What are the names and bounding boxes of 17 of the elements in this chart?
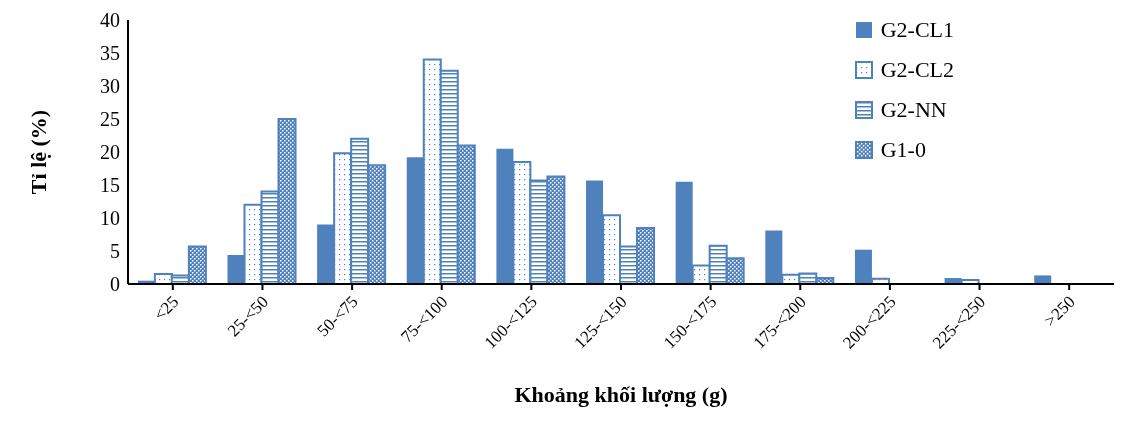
legend-label: G2-CL2 (880, 57, 954, 83)
y-tick-label: 5 (110, 240, 120, 263)
y-tick-label: 15 (100, 174, 120, 197)
y-tick-label: 40 (100, 9, 120, 32)
y-tick-label: 20 (100, 141, 120, 164)
y-tick-label: 35 (100, 42, 120, 65)
legend-label: G1-0 (880, 137, 926, 163)
x-tick-label: <25 (150, 292, 183, 325)
bar (1034, 275, 1052, 284)
legend-label: G2-NN (880, 97, 947, 123)
legend-label: G2-CL1 (880, 17, 954, 43)
y-tick-label: 25 (100, 108, 120, 131)
y-tick-label: 0 (110, 273, 120, 296)
y-tick-label: 10 (100, 207, 120, 230)
y-tick-label: 30 (100, 75, 120, 98)
y-axis-title: Tỉ lệ (%) (25, 109, 51, 195)
x-axis-title: Khoảng khối lượng (g) (514, 382, 728, 407)
